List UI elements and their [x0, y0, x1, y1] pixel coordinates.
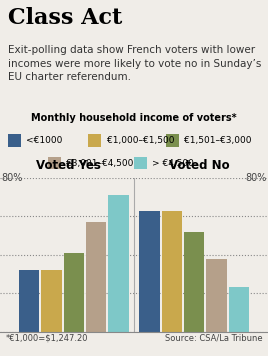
Bar: [41, 270, 62, 331]
Text: > €4,500: > €4,500: [152, 159, 194, 168]
Bar: [86, 222, 106, 331]
Bar: [64, 253, 84, 331]
Bar: [206, 258, 227, 331]
Text: Source: CSA/La Tribune: Source: CSA/La Tribune: [165, 334, 263, 342]
FancyBboxPatch shape: [134, 157, 147, 169]
Bar: [19, 270, 39, 331]
Text: €1,000–€1,500: €1,000–€1,500: [107, 136, 174, 145]
Text: Voted Yes: Voted Yes: [36, 159, 101, 172]
Text: €3,001–€4,500: €3,001–€4,500: [66, 159, 134, 168]
FancyBboxPatch shape: [8, 134, 21, 147]
Text: *€1,000=$1,247.20: *€1,000=$1,247.20: [5, 334, 88, 342]
Text: Voted No: Voted No: [169, 159, 230, 172]
Bar: [108, 195, 129, 331]
FancyBboxPatch shape: [166, 134, 179, 147]
Bar: [229, 287, 249, 331]
Bar: [184, 232, 204, 331]
Text: Monthly household income of voters*: Monthly household income of voters*: [31, 114, 237, 124]
Text: €1,501–€3,000: €1,501–€3,000: [184, 136, 252, 145]
Bar: [162, 211, 182, 331]
Text: Class Act: Class Act: [8, 7, 122, 29]
Text: 80%: 80%: [245, 173, 266, 183]
Text: 80%: 80%: [2, 173, 23, 183]
Text: Exit-polling data show French voters with lower
incomes were more likely to vote: Exit-polling data show French voters wit…: [8, 46, 261, 82]
FancyBboxPatch shape: [88, 134, 101, 147]
Text: <€1000: <€1000: [26, 136, 63, 145]
FancyBboxPatch shape: [48, 157, 61, 169]
Bar: [139, 211, 160, 331]
